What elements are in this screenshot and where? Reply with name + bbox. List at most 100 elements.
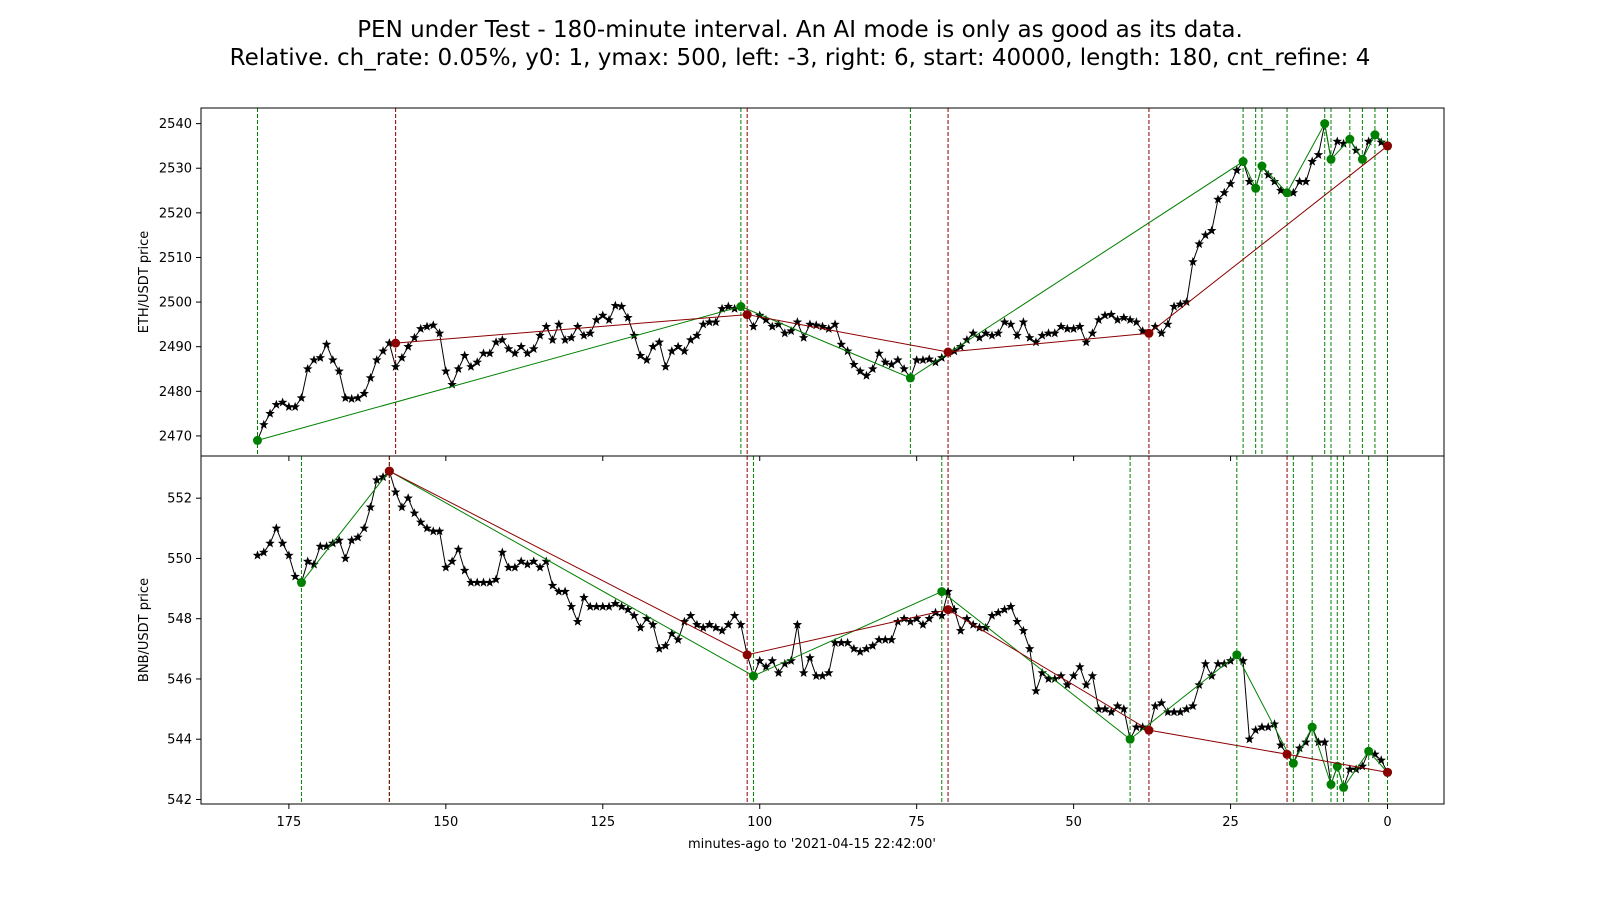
- bnb-price-point: [1024, 643, 1035, 653]
- bnb-price-point: [604, 601, 614, 611]
- eth-price-point: [616, 301, 627, 311]
- eth-price-point: [817, 321, 828, 331]
- eth-price-point: [296, 393, 307, 403]
- bnb-price-point: [359, 523, 369, 533]
- bnb-price-point: [1276, 740, 1286, 750]
- eth-price-point: [1012, 330, 1022, 340]
- bnb-price-point: [353, 532, 363, 542]
- eth-price-point: [315, 352, 326, 362]
- bnb-price-point: [886, 634, 897, 644]
- eth-price-point: [924, 354, 934, 364]
- bnb-price-point: [528, 556, 539, 566]
- eth-price-point: [1332, 136, 1343, 146]
- bnb-price-point: [836, 637, 847, 647]
- bnb-price-point: [773, 667, 784, 677]
- eth-y-tick-label: 2530: [159, 162, 192, 177]
- bnb-price-point: [334, 535, 344, 545]
- bnb-price-point: [478, 577, 489, 587]
- bnb-y-tick-label: 546: [167, 672, 192, 687]
- eth-price-point: [629, 330, 639, 340]
- bnb-price-point: [987, 610, 997, 620]
- bnb-price-point: [761, 661, 771, 671]
- bnb-price-point: [1163, 707, 1173, 717]
- eth-price-point: [1150, 321, 1160, 331]
- eth-price-point: [604, 314, 614, 324]
- eth-price-point: [1119, 312, 1129, 322]
- bnb-price-point: [1313, 737, 1324, 747]
- eth-price-point: [1112, 314, 1123, 324]
- bnb-green-pivot-marker: [1364, 746, 1374, 756]
- eth-price-point: [849, 359, 859, 369]
- eth-price-point: [365, 372, 376, 382]
- bnb-price-point: [1100, 704, 1110, 714]
- eth-green-pivot-line: [257, 122, 1388, 441]
- bnb-price-point: [1244, 734, 1255, 744]
- bnb-price-point: [980, 622, 991, 632]
- bnb-price-point: [1018, 625, 1029, 635]
- eth-price-point: [566, 332, 577, 342]
- bnb-price-point: [1043, 673, 1054, 684]
- bnb-price-point: [1206, 670, 1217, 680]
- bnb-x-tick-label: 75: [908, 815, 925, 830]
- bnb-price-point: [673, 634, 683, 644]
- bnb-green-pivot-marker: [1288, 758, 1298, 768]
- x-axis-label: minutes-ago to '2021-04-15 22:42:00': [688, 837, 936, 852]
- bnb-price-point: [535, 562, 545, 572]
- bnb-x-tick-label: 125: [590, 815, 615, 830]
- eth-price-point: [309, 355, 319, 365]
- eth-price-point: [1093, 314, 1104, 324]
- eth-price-point: [1125, 314, 1135, 324]
- bnb-price-point: [648, 619, 658, 629]
- eth-price-point: [591, 314, 602, 324]
- eth-price-point: [441, 366, 451, 376]
- bnb-price-point: [1250, 725, 1261, 735]
- eth-green-pivot-marker: [253, 435, 262, 445]
- bnb-price-point: [415, 517, 426, 527]
- bnb-price-point: [1006, 601, 1016, 611]
- eth-price-point: [786, 326, 796, 336]
- eth-price-point: [585, 328, 595, 338]
- eth-price-point: [522, 348, 533, 358]
- bnb-price-point: [1106, 707, 1117, 717]
- eth-price-point: [1081, 337, 1091, 347]
- eth-price-point: [1288, 187, 1299, 197]
- eth-price-point: [962, 335, 972, 345]
- eth-price-point: [1363, 136, 1374, 146]
- eth-price-point: [880, 357, 891, 367]
- bnb-price-point: [1075, 661, 1085, 671]
- bnb-price-point: [723, 619, 734, 629]
- bnb-price-point: [918, 619, 928, 629]
- bnb-price-point: [1037, 667, 1047, 677]
- eth-axes-frame: [200, 107, 1445, 457]
- eth-price-point: [1219, 187, 1230, 197]
- bnb-price-point: [516, 556, 526, 566]
- eth-price-point: [635, 350, 646, 360]
- bnb-price-point: [1319, 737, 1330, 747]
- bnb-price-point: [459, 565, 470, 575]
- eth-price-point: [403, 341, 413, 351]
- bnb-price-point: [729, 610, 740, 620]
- bnb-price-point: [943, 586, 953, 596]
- bnb-price-point: [937, 610, 947, 620]
- bnb-green-pivot-marker: [748, 671, 758, 681]
- bnb-price-point: [277, 538, 288, 548]
- bnb-green-pivot-marker: [1232, 650, 1242, 660]
- eth-price-point: [980, 328, 991, 338]
- bnb-price-point: [685, 610, 696, 620]
- chart-title-line-2: Relative. ch_rate: 0.05%, y0: 1, ymax: 5…: [230, 45, 1371, 71]
- bnb-price-point: [265, 538, 275, 548]
- eth-price-point: [572, 321, 583, 331]
- bnb-y-tick-label: 552: [167, 492, 192, 507]
- eth-price-point: [886, 359, 897, 369]
- eth-price-point: [1175, 299, 1186, 309]
- bnb-x-tick-label: 100: [747, 815, 772, 830]
- bnb-price-point: [271, 523, 282, 533]
- eth-price-point: [353, 393, 363, 403]
- eth-price-point: [1188, 256, 1198, 266]
- bnb-price-point: [321, 541, 332, 551]
- eth-price-point: [1006, 319, 1016, 329]
- bnb-price-point: [792, 619, 803, 629]
- eth-y-tick-label: 2480: [159, 385, 192, 400]
- bnb-price-point: [1119, 704, 1129, 714]
- bnb-price-point: [579, 592, 589, 602]
